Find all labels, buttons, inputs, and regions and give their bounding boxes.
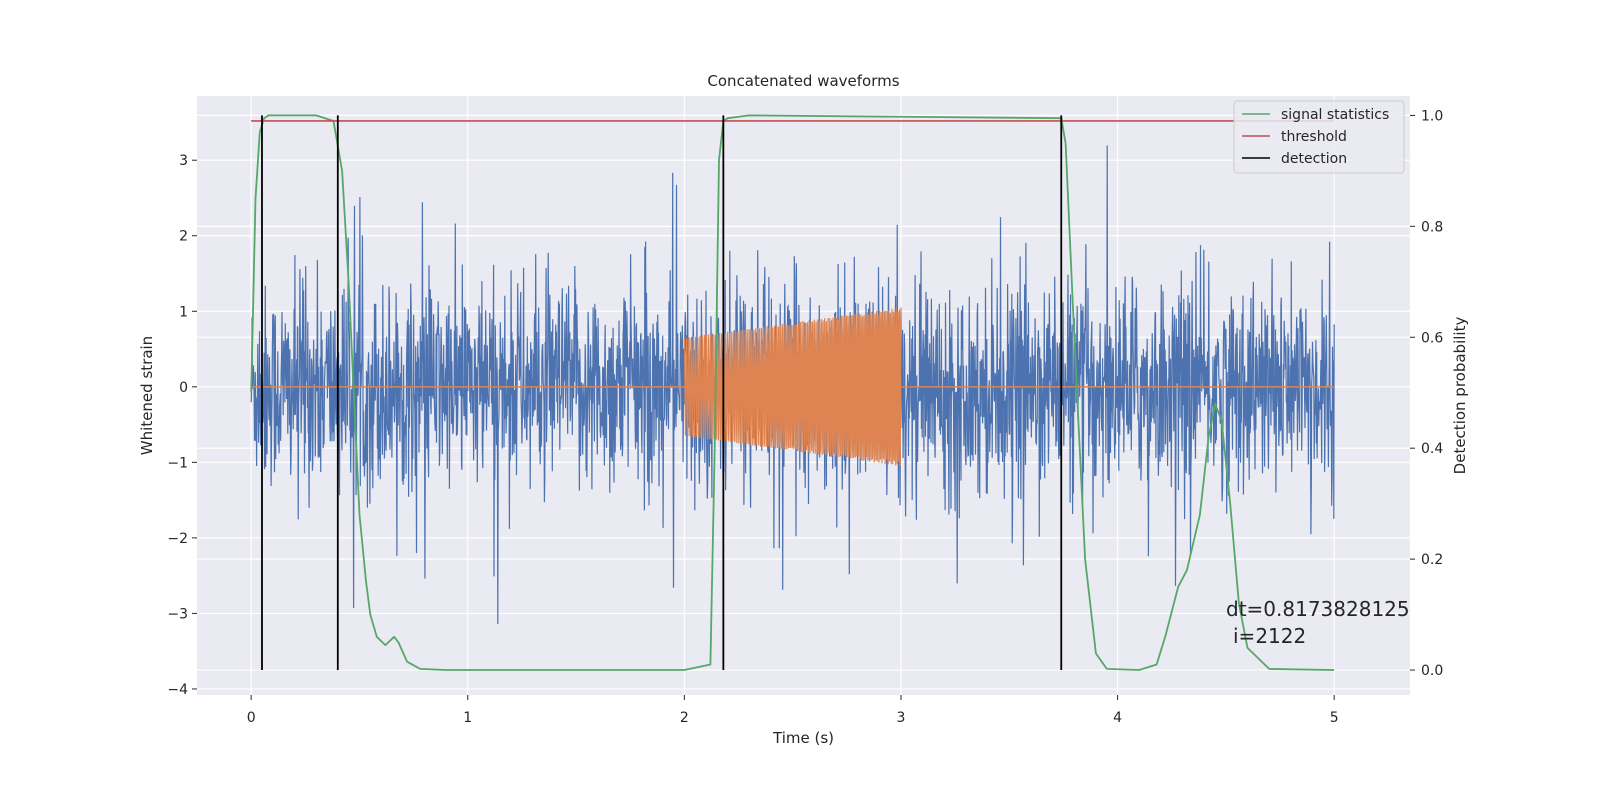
y-tick-label: 3 [179,153,188,169]
y-tick-label: 0 [179,380,188,396]
legend-label-signal-statistics: signal statistics [1281,107,1389,123]
y-tick-label: −1 [167,455,188,471]
legend-label-threshold: threshold [1281,129,1347,145]
legend-label-detection: detection [1281,151,1347,167]
y-right-tick-label: 0.2 [1421,552,1443,568]
x-tick-label: 5 [1330,710,1339,726]
y-right-tick-label: 0.4 [1421,441,1443,457]
x-tick-label: 4 [1113,710,1122,726]
plot-area [250,114,1335,671]
y-tick-label: 1 [179,304,188,320]
axes: 0 1 2 3 4 5 −4 −3 −2 −1 0 1 2 3 0.0 0.2 0.4 0.6 0.8 1.0 [167,108,1443,726]
y-axis-right-label: Detection probability [1451,317,1469,475]
legend: signal statistics threshold detection [1233,100,1405,174]
annotation-dt: dt=0.8173828125 [1226,597,1410,621]
y-right-tick-label: 0.0 [1421,663,1443,679]
series-layer [250,114,1335,671]
y-right-tick-label: 0.6 [1421,330,1443,346]
y-tick-label: −4 [167,682,188,698]
injected-chirp-line [683,307,902,466]
y-right-tick-label: 0.8 [1421,219,1443,235]
y-axis-label: Whitened strain [138,336,156,455]
signal-statistics-line [250,114,1335,671]
annotation-index: i=2122 [1233,624,1306,648]
legend-box [1233,100,1405,174]
y-tick-label: −3 [167,606,188,622]
chart-title: Concatenated waveforms [707,72,899,90]
y-right-tick-label: 1.0 [1421,108,1443,124]
y-tick-label: 2 [179,229,188,245]
x-tick-label: 0 [247,710,256,726]
x-axis-label: Time (s) [772,729,834,747]
x-tick-label: 2 [680,710,689,726]
x-tick-label: 1 [463,710,472,726]
x-tick-label: 3 [897,710,906,726]
y-tick-label: −2 [167,531,188,547]
